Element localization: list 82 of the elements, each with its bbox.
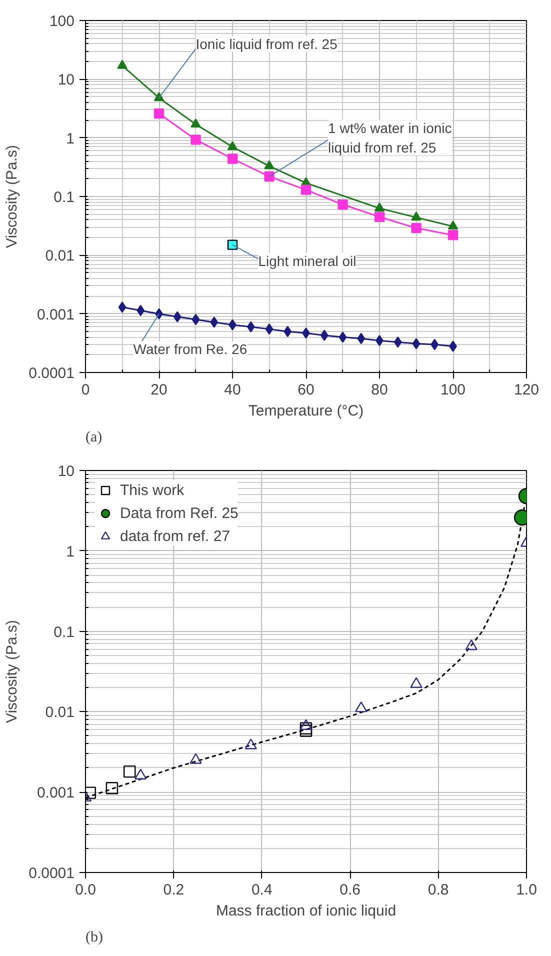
point: [264, 171, 274, 182]
x-tick-label: 0.2: [163, 882, 184, 898]
x-tick-label: 40: [224, 382, 241, 398]
point: [118, 302, 126, 313]
point: [465, 639, 478, 650]
y-tick-label: 1: [66, 543, 74, 560]
point: [374, 212, 385, 222]
legend-label: This work: [120, 482, 184, 498]
point: [190, 753, 202, 764]
point: [448, 230, 458, 240]
point: [374, 202, 385, 212]
point: [173, 311, 182, 322]
y-tick-label: 0.0001: [28, 865, 75, 882]
point: [300, 719, 312, 730]
point: [300, 184, 312, 195]
x-tick-label: 100: [440, 382, 466, 398]
y-tick-label: 0.001: [36, 784, 75, 802]
point: [117, 60, 128, 69]
point: [394, 336, 402, 348]
point: [412, 338, 420, 350]
legend-label: Data from Ref. 25: [120, 504, 238, 522]
point: [284, 326, 292, 338]
point: [338, 199, 348, 210]
point: [355, 701, 368, 712]
x-tick-label: 20: [150, 382, 168, 398]
y-tick-label: 0.001: [36, 306, 75, 324]
x-tick-label: 0.0: [75, 882, 96, 898]
point: [410, 677, 422, 688]
y-tick-label: 0.0001: [28, 365, 75, 382]
x-tick-label: 1.0: [516, 882, 537, 898]
x-tick-label: 80: [371, 382, 388, 398]
text: 1 wt% water in ionic liquid from ref. 25: [328, 120, 452, 156]
point: [192, 314, 200, 326]
x-tick-label: 0.4: [251, 882, 272, 898]
point: [227, 240, 238, 250]
x-tick-label: 60: [298, 382, 314, 398]
legend-label: data from ref. 27: [120, 528, 230, 544]
text: (a): [86, 430, 102, 446]
point: [136, 304, 145, 316]
point: [264, 160, 274, 170]
y-axis-title: Viscosity (Pa.s): [4, 144, 21, 248]
point: [448, 220, 458, 230]
point: [265, 323, 274, 335]
point: [300, 724, 312, 737]
point: [134, 768, 147, 780]
point: [411, 212, 422, 221]
point: [411, 222, 422, 234]
point: [124, 765, 136, 778]
text: Ionic liquid from ref. 25: [196, 36, 338, 52]
y-tick-label: 0.1: [54, 624, 75, 641]
point: [246, 321, 255, 332]
point: [430, 338, 439, 350]
y-tick-label: 0.01: [45, 248, 75, 265]
point: [244, 738, 257, 750]
point: [357, 332, 366, 344]
y-tick-label: 1: [66, 130, 74, 148]
x-tick-label: 0.8: [428, 882, 449, 898]
point: [338, 332, 347, 343]
point: [154, 92, 164, 102]
x-tick-label: 0: [81, 382, 90, 398]
point: [227, 154, 238, 164]
x-axis-title: Temperature (°C): [248, 402, 364, 420]
text: (b): [86, 930, 103, 946]
y-tick-label: 100: [49, 13, 75, 30]
y-axis-title: Viscosity (Pa.s): [4, 620, 21, 724]
x-axis-title: Mass fraction of ionic liquid: [216, 902, 396, 920]
point: [106, 782, 118, 794]
y-tick-label: 0.01: [45, 704, 75, 722]
x-tick-label: 120: [514, 382, 540, 398]
series-label: Light mineral oil: [258, 252, 356, 269]
point: [227, 141, 238, 150]
point: [300, 722, 312, 734]
point: [210, 316, 218, 328]
series-label: Water from Re. 26: [133, 341, 248, 358]
point: [154, 108, 164, 119]
point: [320, 330, 328, 341]
point: [190, 134, 201, 145]
x-tick-label: 0.6: [340, 882, 361, 898]
y-tick-label: 0.1: [54, 189, 75, 206]
y-tick-label: 10: [58, 72, 75, 89]
point: [190, 118, 201, 128]
y-tick-label: 10: [58, 463, 75, 480]
